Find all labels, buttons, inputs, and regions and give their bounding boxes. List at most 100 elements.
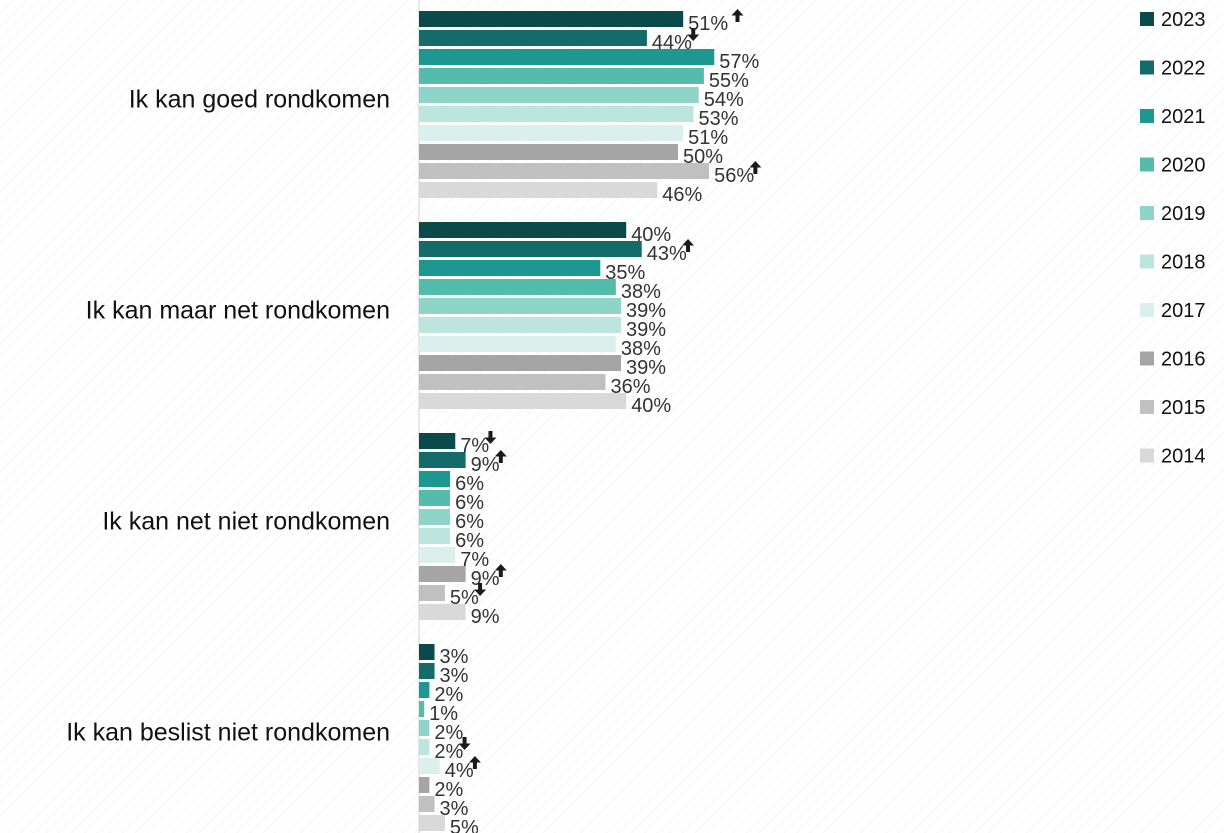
- data-label: 5%: [450, 587, 479, 609]
- data-label: 9%: [471, 454, 500, 476]
- bar: [419, 298, 622, 314]
- bar: [419, 317, 622, 333]
- data-label: 2%: [434, 722, 463, 744]
- data-label: 40%: [631, 395, 671, 417]
- data-label: 51%: [688, 127, 728, 149]
- bar: [419, 68, 704, 84]
- bar: [419, 720, 430, 736]
- data-label: 35%: [605, 262, 645, 284]
- category-label: Ik kan goed rondkomen: [129, 86, 390, 114]
- data-label: 55%: [709, 70, 749, 92]
- data-label: 6%: [455, 511, 484, 533]
- category-labels: Ik kan goed rondkomen Ik kan maar net ron…: [66, 86, 390, 747]
- legend-swatch: [1140, 303, 1154, 317]
- arrow-up-icon: [749, 161, 762, 174]
- data-label: 57%: [719, 51, 759, 73]
- arrow-up-icon: [468, 756, 481, 769]
- bar: [419, 125, 684, 141]
- arrow-down-icon: [687, 28, 700, 41]
- bar: [419, 355, 622, 371]
- arrow-down-icon: [484, 431, 497, 444]
- legend-swatch: [1140, 60, 1154, 75]
- bar: [419, 585, 445, 601]
- arrow-up-icon: [682, 239, 695, 252]
- legend-swatch: [1140, 109, 1154, 123]
- data-label: 39%: [626, 300, 666, 322]
- bars: [419, 11, 715, 831]
- legend-label: 2014: [1161, 446, 1206, 468]
- arrow-up-icon: [494, 564, 507, 577]
- legend-label: 2019: [1161, 203, 1206, 225]
- arrow-up-icon: [494, 450, 507, 463]
- category-label: Ik kan beslist niet rondkomen: [66, 719, 390, 747]
- category-label: Ik kan net niet rondkomen: [102, 508, 390, 536]
- data-label: 38%: [621, 281, 661, 303]
- legend-swatch: [1140, 448, 1154, 463]
- data-label: 40%: [631, 224, 671, 246]
- bar: [419, 490, 451, 506]
- bar: [419, 182, 658, 198]
- bar: [419, 566, 466, 582]
- data-label: 6%: [455, 473, 484, 495]
- bar: [419, 604, 466, 620]
- legend-label: 2017: [1161, 300, 1206, 322]
- bar: [419, 279, 616, 295]
- bar: [419, 49, 715, 65]
- arrow-up-icon: [731, 9, 744, 22]
- data-label: 53%: [699, 108, 739, 130]
- bar: [419, 87, 699, 103]
- bar: [419, 144, 678, 160]
- bar: [419, 393, 627, 409]
- data-label: 3%: [440, 665, 469, 687]
- legend-swatch: [1140, 254, 1154, 269]
- legend-swatch: [1140, 206, 1154, 220]
- legend-label: 2022: [1161, 58, 1206, 80]
- bar: [419, 336, 616, 352]
- data-label: 9%: [471, 568, 500, 590]
- bar: [419, 777, 430, 793]
- bar: [419, 106, 694, 122]
- data-label: 36%: [610, 376, 650, 398]
- data-label: 2%: [434, 741, 463, 763]
- data-label: 56%: [714, 165, 754, 187]
- bar: [419, 260, 601, 276]
- category-label: Ik kan maar net rondkomen: [86, 297, 390, 325]
- bar: [419, 163, 710, 179]
- data-label: 7%: [460, 435, 489, 457]
- data-label: 54%: [704, 89, 744, 111]
- bar: [419, 509, 451, 525]
- data-label: 44%: [652, 32, 692, 54]
- legend-swatch: [1140, 157, 1154, 172]
- bar: [419, 547, 456, 563]
- bar: [419, 433, 456, 449]
- data-label: 39%: [626, 319, 666, 341]
- bar: [419, 758, 440, 774]
- data-label: 1%: [429, 703, 458, 725]
- data-label: 46%: [662, 184, 702, 206]
- bar: [419, 796, 435, 812]
- legend-label: 2023: [1161, 9, 1206, 31]
- bar: [419, 663, 435, 679]
- trend-arrows: [458, 9, 762, 769]
- data-label: 6%: [455, 492, 484, 514]
- bar: [419, 241, 642, 257]
- bar: [419, 815, 445, 831]
- data-label: 43%: [647, 243, 687, 265]
- data-label: 4%: [445, 760, 474, 782]
- bar: [419, 452, 466, 468]
- legend-label: 2021: [1161, 106, 1206, 128]
- legend-label: 2016: [1161, 349, 1206, 371]
- data-label: 9%: [471, 606, 500, 628]
- data-label: 50%: [683, 146, 723, 168]
- legend-swatch: [1140, 351, 1154, 366]
- legend: 2023 2022 2021 2020 2019 2018 2017 2016 2015 2014: [1140, 9, 1206, 468]
- legend-swatch: [1140, 12, 1154, 26]
- arrow-down-icon: [458, 737, 471, 750]
- data-label: 3%: [440, 646, 469, 668]
- bar: [419, 471, 451, 487]
- bar: [419, 682, 430, 698]
- legend-label: 2018: [1161, 252, 1206, 274]
- bar: [419, 30, 647, 46]
- data-label: 2%: [434, 684, 463, 706]
